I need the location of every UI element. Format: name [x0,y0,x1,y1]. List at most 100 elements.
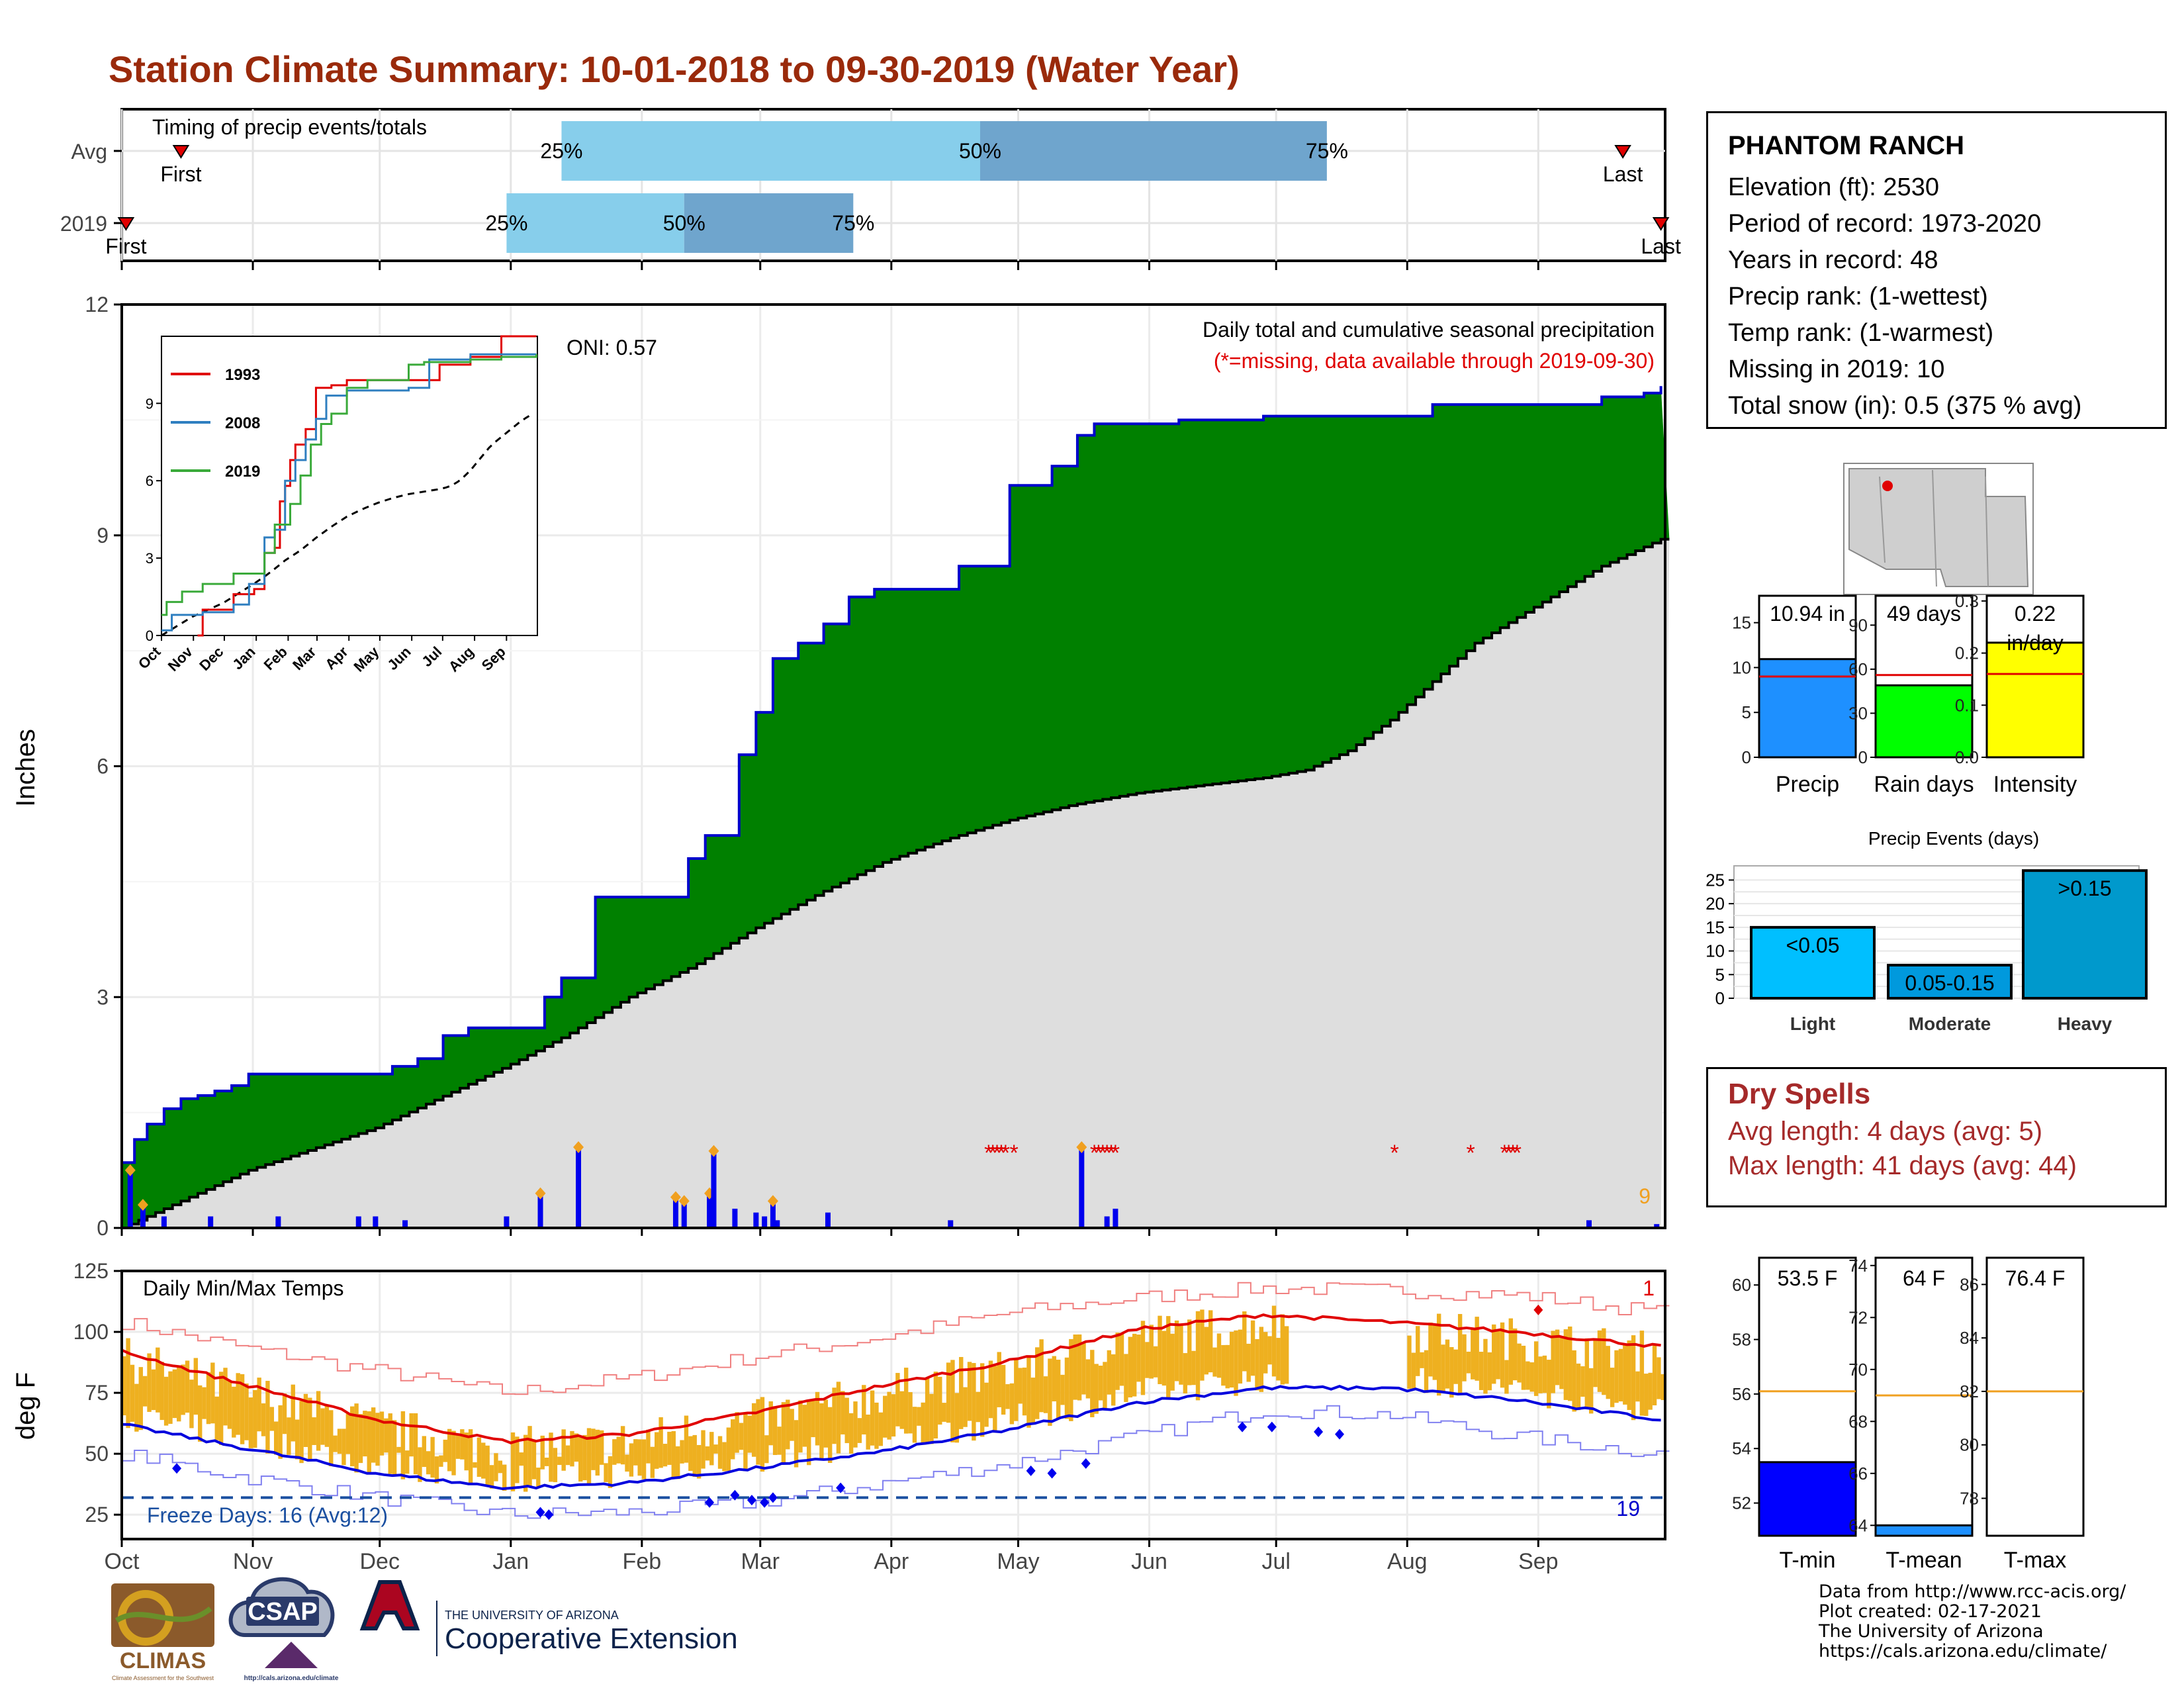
daily-temp-bar [739,1423,744,1450]
snow-marker [708,1145,719,1157]
tsum-ytick-label: 68 [1848,1411,1868,1431]
daily-precip-bar [402,1220,408,1228]
daily-temp-bar [1508,1318,1514,1385]
daily-temp-bar [633,1439,638,1466]
tsum-label: T-min [1780,1548,1836,1573]
daily-temp-bar [337,1429,342,1454]
last-marker [1614,145,1631,159]
daily-temp-bar [1276,1338,1281,1381]
daily-temp-bar [629,1443,634,1477]
daily-temp-bar [498,1460,503,1474]
daily-temp-bar [1280,1314,1285,1385]
daily-temp-bar [244,1383,249,1440]
daily-temp-bar [655,1432,659,1469]
daily-temp-bar [895,1373,900,1427]
daily-temp-bar [253,1389,257,1448]
daily-temp-bar [527,1426,532,1486]
daily-temp-bar [938,1376,942,1425]
daily-temp-bar [848,1413,854,1454]
daily-temp-bar [841,1391,845,1434]
credits: Data from http://www.rcc-acis.org/ Plot … [1819,1582,2126,1662]
daily-temp-bar [786,1399,790,1450]
daily-temp-bar [371,1407,376,1463]
daily-temp-bar [963,1387,968,1427]
month-label: Mar [741,1549,780,1574]
daily-temp-bar [1618,1348,1623,1402]
missing-marker: * [1466,1141,1475,1166]
average-line [122,538,1670,1229]
daily-temp-bar [1039,1339,1044,1413]
daily-temp-bar [954,1393,960,1443]
daily-temp-bar [481,1442,486,1479]
tsum-label: T-max [2004,1548,2066,1573]
daily-temp-bar [777,1427,782,1455]
daily-temp-bar [1457,1314,1463,1395]
surplus-area [122,386,1670,1228]
daily-precip-bar [373,1216,379,1228]
daily-temp-bar [261,1403,266,1436]
inset-ytick-label: 9 [146,395,154,412]
daily-temp-bar [832,1387,837,1444]
daily-temp-bar [747,1415,752,1453]
ua-line2: Cooperative Extension [445,1622,738,1655]
daily-precip-bar [672,1197,678,1228]
daily-temp-bar [1512,1328,1518,1381]
daily-temp-bar [1026,1357,1031,1428]
tsum-value-bar [1874,1524,1974,1537]
daily-temp-bar [979,1363,985,1437]
daily-temp-bar [1432,1325,1437,1380]
daily-temp-bar [1119,1333,1124,1386]
page-title: Station Climate Summary: 10-01-2018 to 0… [109,48,1240,90]
daily-temp-bar [582,1434,587,1481]
daily-temp-bar [142,1376,148,1407]
daily-temp-bar [1441,1344,1445,1393]
daily-temp-bar [874,1402,879,1449]
daily-temp-bar [565,1445,570,1466]
daily-temp-bar [815,1391,820,1446]
daily-temp-bar [688,1436,693,1472]
daily-temp-bar [265,1380,270,1454]
daily-temp-bar [308,1397,312,1462]
events-category-label: Light [1790,1013,1835,1034]
daily-temp-bar [1187,1319,1192,1385]
daily-temp-bar [126,1338,130,1429]
daily-temp-bar [883,1395,887,1438]
csap-url: http://cals.arizona.edu/climate [244,1675,339,1682]
record-low-marker [730,1489,740,1501]
missing-marker: * [989,1141,997,1166]
daily-temp-bar [1492,1324,1496,1384]
daily-temp-bar [248,1397,253,1448]
daily-temp-bar [1614,1350,1619,1403]
tsum-ytick-label: 54 [1732,1438,1751,1458]
summary-ytick-label: 30 [1848,703,1868,723]
daily-temp-bar [903,1368,909,1434]
daily-temp-bar [1014,1358,1019,1421]
summary-ytick-label: 0.2 [1955,643,1979,663]
daily-temp-bar [236,1373,240,1435]
daily-precip-bar [1586,1220,1592,1228]
daily-temp-bar [1242,1311,1247,1372]
daily-temp-bar [561,1429,566,1471]
tsum-ytick-label: 58 [1732,1330,1751,1350]
daily-temp-bar [1661,1374,1666,1401]
daily-temp-bar [1064,1357,1069,1419]
tsum-ytick-label: 52 [1732,1493,1751,1513]
main-chart-area: 25% 50% 75% First Last Avg 25% 50% 75% First Last 2… [11,108,1681,1682]
daily-temp-bar [460,1429,465,1460]
daily-temp-bar [1212,1347,1217,1377]
daily-temp-bar [659,1417,663,1468]
daily-temp-bar [1547,1360,1551,1409]
summary-value-label: 10.94 in [1770,602,1845,626]
daily-temp-bar [329,1410,334,1467]
daily-temp-bar [553,1448,558,1483]
daily-temp-bar [802,1405,807,1447]
daily-temp-bar [591,1429,596,1470]
last-label: Last [1641,234,1681,258]
daily-temp-bar [177,1366,181,1422]
daily-temp-bar [1085,1359,1091,1399]
timing-panel: 25% 50% 75% First Last Avg 25% 50% 75% First Last 2… [60,108,1681,270]
summary-value-bar [1985,641,2085,759]
temp-ytick-label: 50 [85,1442,109,1466]
record-low-marker [1267,1421,1277,1432]
daily-temp-bar [1551,1331,1555,1393]
